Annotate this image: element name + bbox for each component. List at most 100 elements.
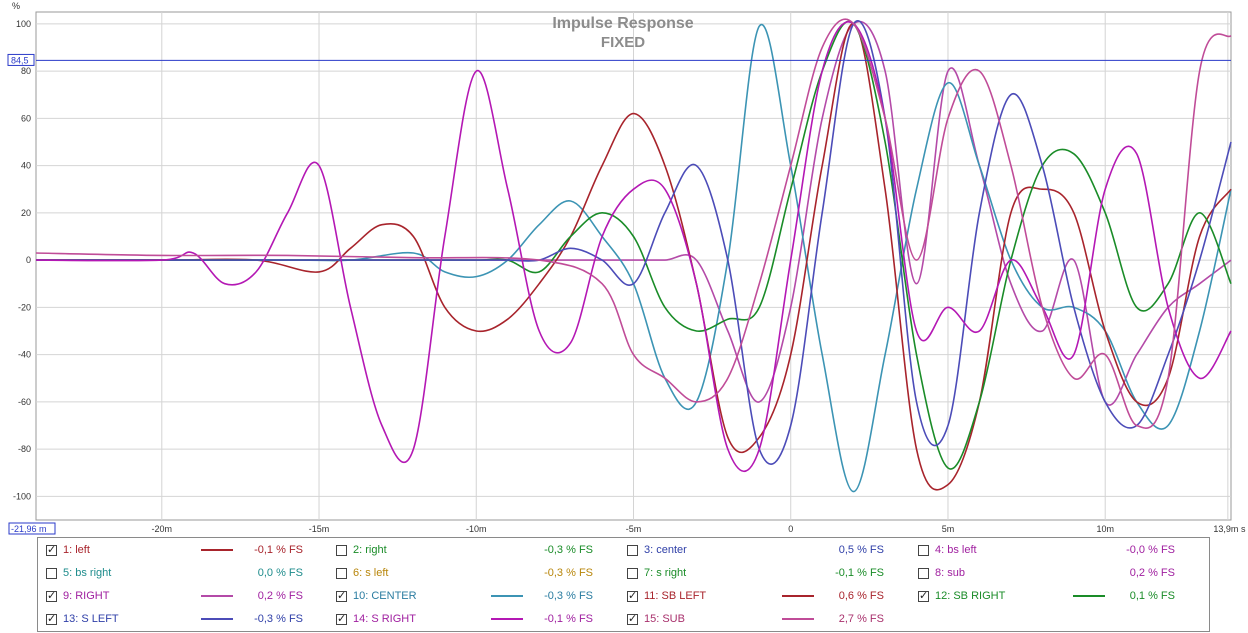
- x-tick-label: 0: [788, 524, 793, 534]
- legend-color-swatch: [782, 595, 814, 597]
- legend-item-value: 0,1 % FS: [1129, 590, 1175, 602]
- legend-item[interactable]: 9: RIGHT 0,2 % FS: [46, 586, 303, 606]
- legend-item[interactable]: 1: left -0,1 % FS: [46, 540, 303, 560]
- legend-item-label: 11: SB LEFT: [644, 590, 707, 602]
- legend-item-value: 0,5 % FS: [838, 544, 884, 556]
- cursor-x-readout: -21,96 m: [11, 524, 47, 534]
- legend-item[interactable]: 3: center 0,5 % FS: [627, 540, 884, 560]
- y-tick-label: -80: [18, 444, 31, 454]
- legend-item-label: 7: s right: [644, 567, 687, 579]
- series-lines: [35, 18, 1232, 493]
- legend-checkbox[interactable]: [918, 567, 929, 579]
- x-tick-label: -5m: [626, 524, 642, 534]
- legend-checkbox[interactable]: [336, 589, 347, 602]
- x-tick-label: 10m: [1096, 524, 1114, 534]
- legend-color-swatch: [491, 595, 523, 597]
- x-tick-label: -15m: [309, 524, 330, 534]
- legend-item[interactable]: 2: right -0,3 % FS: [336, 540, 593, 560]
- legend-item-label: 9: RIGHT: [63, 590, 110, 602]
- y-tick-labels: 100 80 60 40 20 0 -20 -40 -60 -80 -100: [13, 19, 31, 502]
- legend-item-label: 15: SUB: [644, 613, 685, 625]
- legend-item-label: 13: S LEFT: [63, 613, 119, 625]
- legend-item[interactable]: 14: S RIGHT -0,1 % FS: [336, 609, 593, 629]
- y-tick-label: -100: [13, 491, 31, 501]
- cursor-y-readout: 84,5: [11, 55, 29, 65]
- legend-item[interactable]: 6: s left -0,3 % FS: [336, 563, 593, 583]
- legend-item-value: 0,0 % FS: [257, 567, 303, 579]
- legend-checkbox[interactable]: [918, 544, 929, 556]
- legend-item[interactable]: 4: bs left -0,0 % FS: [918, 540, 1175, 560]
- legend-checkbox[interactable]: [46, 567, 57, 579]
- legend-item[interactable]: 10: CENTER -0,3 % FS: [336, 586, 593, 606]
- x-tick-label: -20m: [152, 524, 173, 534]
- legend-item-value: 0,2 % FS: [257, 590, 303, 602]
- legend-checkbox[interactable]: [627, 612, 638, 625]
- series-line-5: [35, 20, 1232, 465]
- legend-panel: 1: left -0,1 % FS 2: right -0,3 % FS 3: cent…: [37, 537, 1210, 632]
- legend-item-label: 3: center: [644, 544, 687, 556]
- legend-item-value: -0,3 % FS: [544, 544, 593, 556]
- legend-item-label: 8: sub: [935, 567, 965, 579]
- legend-color-swatch: [782, 572, 814, 574]
- legend-color-swatch: [1073, 549, 1105, 551]
- x-tick-labels: -20m -15m -10m -5m 0 5m 10m 13,9m: [152, 524, 1239, 534]
- legend-color-swatch: [1073, 595, 1105, 597]
- y-tick-label: 100: [16, 19, 31, 29]
- legend-checkbox[interactable]: [627, 544, 638, 556]
- x-tick-label: 13,9m: [1213, 524, 1238, 534]
- x-axis-unit-label: s: [1241, 524, 1246, 534]
- legend-item-label: 12: SB RIGHT: [935, 590, 1006, 602]
- legend-item[interactable]: 15: SUB 2,7 % FS: [627, 609, 884, 629]
- legend-item-value: 0,2 % FS: [1129, 567, 1175, 579]
- legend-checkbox[interactable]: [627, 567, 638, 579]
- legend-item-value: -0,3 % FS: [544, 590, 593, 602]
- legend-item-label: 10: CENTER: [353, 590, 417, 602]
- legend-checkbox[interactable]: [46, 543, 57, 556]
- legend-item[interactable]: 5: bs right 0,0 % FS: [46, 563, 303, 583]
- legend-item-value: -0,1 % FS: [835, 567, 884, 579]
- legend-checkbox[interactable]: [336, 567, 347, 579]
- y-tick-label: 60: [21, 113, 31, 123]
- series-line-7: [35, 18, 1232, 429]
- legend-item-label: 4: bs left: [935, 544, 977, 556]
- legend-checkbox[interactable]: [918, 589, 929, 602]
- legend-item-value: -0,3 % FS: [254, 613, 303, 625]
- cursor-x-readout-box: [8, 522, 56, 535]
- legend-checkbox[interactable]: [336, 612, 347, 625]
- legend-item-value: -0,3 % FS: [544, 567, 593, 579]
- legend-item[interactable]: 11: SB LEFT 0,6 % FS: [627, 586, 884, 606]
- legend-item[interactable]: 12: SB RIGHT 0,1 % FS: [918, 586, 1175, 606]
- legend-checkbox[interactable]: [46, 612, 57, 625]
- legend-color-swatch: [782, 549, 814, 551]
- series-line-3: [35, 23, 1232, 491]
- y-axis-unit-label: %: [12, 1, 20, 11]
- legend-item-value: 2,7 % FS: [838, 613, 884, 625]
- legend-color-swatch: [201, 572, 233, 574]
- x-tick-label: 5m: [942, 524, 955, 534]
- series-line-2: [35, 23, 1232, 493]
- legend-color-swatch: [782, 618, 814, 620]
- legend-item[interactable]: 8: sub 0,2 % FS: [918, 563, 1175, 583]
- y-tick-label: -40: [18, 350, 31, 360]
- legend-color-swatch: [491, 572, 523, 574]
- legend-color-swatch: [201, 549, 233, 551]
- series-line-6: [35, 21, 1232, 472]
- impulse-response-chart[interactable]: 100 80 60 40 20 0 -20 -40 -60 -80 -100 -20m -15m -10…: [0, 0, 1248, 537]
- legend-item-label: 14: S RIGHT: [353, 613, 416, 625]
- y-tick-label: -60: [18, 397, 31, 407]
- legend-checkbox[interactable]: [627, 589, 638, 602]
- y-tick-label: 0: [26, 255, 31, 265]
- legend-checkbox[interactable]: [336, 544, 347, 556]
- legend-item-label: 5: bs right: [63, 567, 112, 579]
- legend-item-value: -0,1 % FS: [254, 544, 303, 556]
- x-tick-label: -10m: [466, 524, 487, 534]
- y-tick-label: 20: [21, 208, 31, 218]
- legend-checkbox[interactable]: [46, 589, 57, 602]
- legend-item[interactable]: 7: s right -0,1 % FS: [627, 563, 884, 583]
- legend-item-label: 1: left: [63, 544, 90, 556]
- legend-item[interactable]: 13: S LEFT -0,3 % FS: [46, 609, 303, 629]
- chart-subtitle: FIXED: [601, 34, 645, 51]
- legend-item-label: 6: s left: [353, 567, 389, 579]
- legend-item-value: -0,0 % FS: [1126, 544, 1175, 556]
- legend-color-swatch: [1073, 572, 1105, 574]
